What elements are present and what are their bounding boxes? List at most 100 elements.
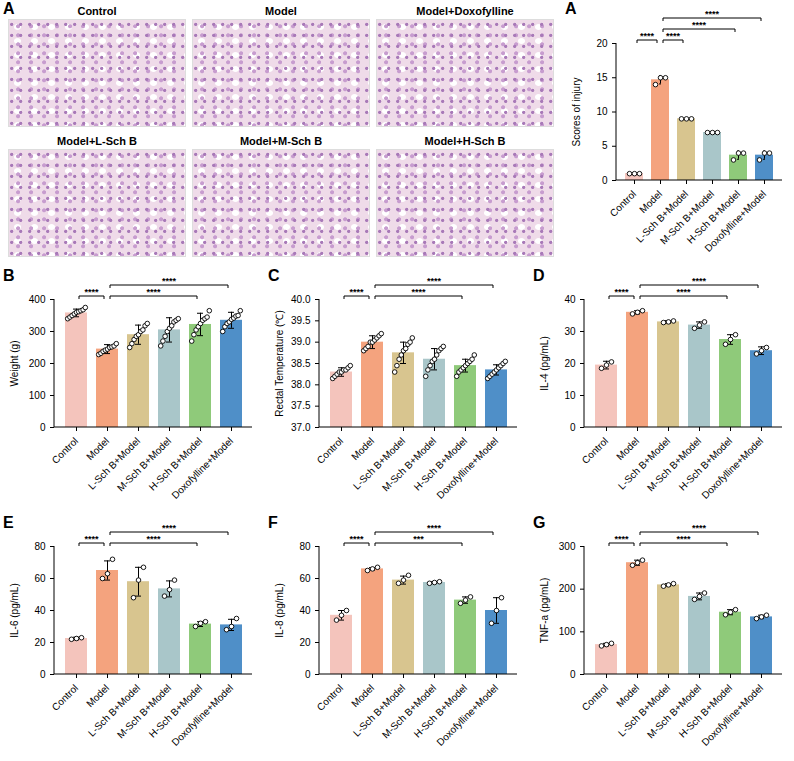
svg-text:0: 0 — [40, 422, 46, 433]
svg-text:****: **** — [692, 276, 707, 286]
svg-text:****: **** — [427, 523, 442, 533]
svg-text:Rectal Temperature (℃): Rectal Temperature (℃) — [274, 310, 285, 417]
svg-text:200: 200 — [29, 358, 46, 369]
svg-text:80: 80 — [34, 541, 46, 552]
svg-text:200: 200 — [559, 583, 576, 594]
svg-text:Doxofylline+Model: Doxofylline+Model — [702, 188, 768, 254]
svg-text:Control: Control — [580, 682, 611, 713]
svg-text:****: **** — [614, 287, 629, 297]
svg-text:Doxofylline+Model: Doxofylline+Model — [699, 435, 765, 501]
svg-text:Model: Model — [614, 435, 641, 462]
svg-text:****: **** — [349, 534, 364, 544]
svg-text:H-Sch B+Model: H-Sch B+Model — [147, 435, 204, 492]
svg-text:0: 0 — [570, 422, 576, 433]
svg-text:400: 400 — [29, 294, 46, 305]
svg-text:40: 40 — [299, 605, 311, 616]
svg-text:****: **** — [411, 287, 426, 297]
svg-text:****: **** — [146, 534, 161, 544]
svg-text:H-Sch B+Model: H-Sch B+Model — [677, 682, 734, 739]
svg-text:Model: Model — [84, 682, 111, 709]
svg-text:10: 10 — [564, 390, 576, 401]
svg-text:Control: Control — [50, 682, 81, 713]
svg-text:Model: Model — [614, 682, 641, 709]
svg-text:****: **** — [614, 534, 629, 544]
svg-text:****: **** — [146, 287, 161, 297]
svg-text:Doxofylline+Model: Doxofylline+Model — [169, 682, 235, 748]
svg-text:Control: Control — [580, 435, 611, 466]
svg-text:H-Sch B+Model: H-Sch B+Model — [412, 435, 469, 492]
svg-text:L-Sch B+Model: L-Sch B+Model — [616, 435, 672, 491]
svg-text:L-Sch B+Model: L-Sch B+Model — [351, 435, 407, 491]
svg-text:0: 0 — [40, 669, 46, 680]
svg-text:****: **** — [349, 287, 364, 297]
svg-text:M-Sch B+Model: M-Sch B+Model — [645, 682, 703, 740]
svg-text:****: **** — [162, 276, 177, 286]
svg-text:80: 80 — [299, 541, 311, 552]
svg-text:****: **** — [84, 534, 99, 544]
svg-text:100: 100 — [29, 390, 46, 401]
svg-text:Control: Control — [608, 188, 639, 219]
svg-text:IL-4 (pg/mL): IL-4 (pg/mL) — [539, 336, 550, 390]
svg-text:***: *** — [413, 534, 424, 544]
svg-text:****: **** — [666, 31, 681, 41]
svg-text:****: **** — [162, 523, 177, 533]
svg-text:L-Sch B+Model: L-Sch B+Model — [351, 682, 407, 738]
svg-text:Model: Model — [84, 435, 111, 462]
svg-text:H-Sch B+Model: H-Sch B+Model — [147, 682, 204, 739]
svg-text:L-Sch B+Model: L-Sch B+Model — [86, 682, 142, 738]
svg-text:****: **** — [676, 287, 691, 297]
svg-text:20: 20 — [34, 637, 46, 648]
svg-text:TNF-a (pg/mL): TNF-a (pg/mL) — [539, 578, 550, 644]
svg-text:Model: Model — [349, 435, 376, 462]
svg-text:40: 40 — [564, 294, 576, 305]
svg-text:Control: Control — [315, 435, 346, 466]
svg-text:37.5: 37.5 — [291, 400, 311, 411]
svg-text:0: 0 — [602, 175, 608, 186]
svg-text:38.5: 38.5 — [291, 358, 311, 369]
svg-text:39.0: 39.0 — [291, 336, 311, 347]
svg-text:30: 30 — [564, 326, 576, 337]
svg-text:100: 100 — [559, 626, 576, 637]
svg-text:38.0: 38.0 — [291, 379, 311, 390]
svg-text:Control: Control — [315, 682, 346, 713]
svg-text:0: 0 — [570, 669, 576, 680]
svg-text:L-Sch B+Model: L-Sch B+Model — [616, 682, 672, 738]
svg-text:****: **** — [692, 523, 707, 533]
svg-text:M-Sch B+Model: M-Sch B+Model — [645, 435, 703, 493]
svg-text:60: 60 — [34, 573, 46, 584]
svg-text:IL-8 (pg/mL): IL-8 (pg/mL) — [274, 583, 285, 637]
svg-text:****: **** — [640, 31, 655, 41]
svg-text:Scores of injury: Scores of injury — [571, 78, 582, 147]
svg-text:H-Sch B+Model: H-Sch B+Model — [677, 435, 734, 492]
svg-text:5: 5 — [602, 140, 608, 151]
svg-text:M-Sch B+Model: M-Sch B+Model — [115, 682, 173, 740]
svg-text:Model: Model — [349, 682, 376, 709]
svg-text:IL-6 (pg/mL): IL-6 (pg/mL) — [9, 583, 20, 637]
svg-text:M-Sch B+Model: M-Sch B+Model — [115, 435, 173, 493]
svg-text:300: 300 — [559, 541, 576, 552]
svg-text:40.0: 40.0 — [291, 294, 311, 305]
svg-text:****: **** — [676, 534, 691, 544]
svg-text:39.5: 39.5 — [291, 315, 311, 326]
svg-text:40: 40 — [34, 605, 46, 616]
svg-text:H-Sch B+Model: H-Sch B+Model — [412, 682, 469, 739]
svg-text:L-Sch B+Model: L-Sch B+Model — [86, 435, 142, 491]
svg-text:Doxofylline+Model: Doxofylline+Model — [699, 682, 765, 748]
svg-text:20: 20 — [299, 637, 311, 648]
svg-text:****: **** — [692, 20, 707, 30]
svg-text:Doxofylline+Model: Doxofylline+Model — [434, 435, 500, 501]
svg-text:Control: Control — [50, 435, 81, 466]
svg-text:0: 0 — [305, 669, 311, 680]
svg-text:M-Sch B+Model: M-Sch B+Model — [380, 682, 438, 740]
svg-text:300: 300 — [29, 326, 46, 337]
svg-text:15: 15 — [596, 72, 608, 83]
svg-text:Doxofylline+Model: Doxofylline+Model — [434, 682, 500, 748]
svg-text:****: **** — [84, 287, 99, 297]
svg-text:Doxofylline+Model: Doxofylline+Model — [169, 435, 235, 501]
svg-text:20: 20 — [596, 38, 608, 49]
svg-text:****: **** — [705, 9, 720, 19]
svg-text:10: 10 — [596, 106, 608, 117]
svg-text:37.0: 37.0 — [291, 422, 311, 433]
svg-text:****: **** — [427, 276, 442, 286]
svg-text:M-Sch B+Model: M-Sch B+Model — [380, 435, 438, 493]
